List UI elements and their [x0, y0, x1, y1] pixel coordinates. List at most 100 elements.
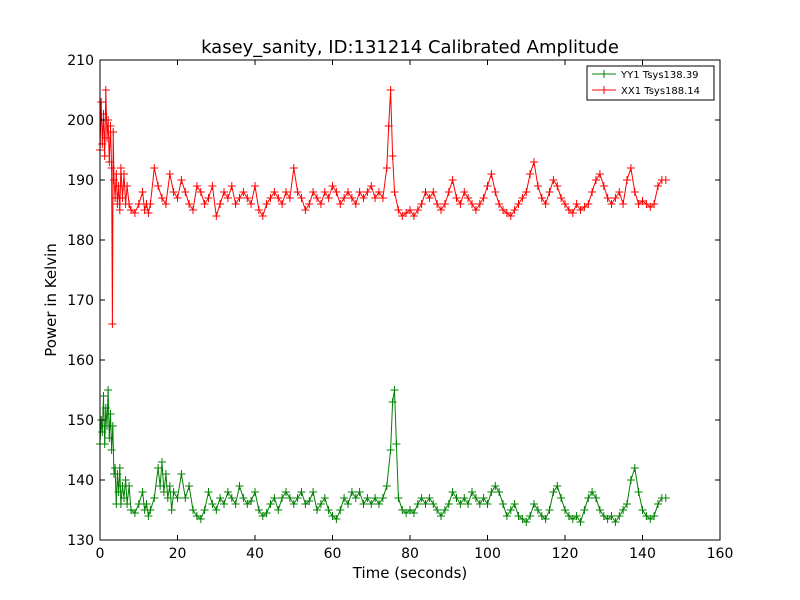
- data-point: [592, 494, 600, 502]
- data-point: [204, 488, 213, 496]
- data-point: [506, 212, 515, 220]
- data-point: [156, 482, 165, 490]
- data-point: [440, 506, 449, 514]
- y-tick-label: 130: [67, 533, 94, 549]
- data-point: [169, 488, 178, 496]
- data-point: [495, 488, 504, 496]
- data-point: [239, 188, 248, 196]
- data-point: [243, 194, 252, 202]
- data-point: [623, 176, 631, 184]
- data-point: [491, 482, 500, 490]
- legend-label-yy1: YY1 Tsys138.39: [620, 70, 699, 81]
- data-point: [109, 128, 118, 136]
- data-point: [371, 494, 380, 502]
- data-point: [572, 200, 581, 208]
- data-point: [584, 494, 593, 502]
- chart-title: kasey_sanity, ID:131214 Calibrated Ampli…: [201, 37, 619, 58]
- series-line-0: [99, 389, 666, 524]
- data-point: [227, 182, 236, 190]
- data-point: [371, 194, 380, 202]
- data-point: [282, 488, 290, 496]
- data-point: [167, 506, 176, 514]
- data-point: [347, 488, 356, 496]
- data-point: [588, 488, 597, 496]
- data-point: [231, 500, 240, 508]
- x-tick-label: 20: [169, 546, 187, 562]
- data-point: [545, 506, 554, 514]
- data-point: [456, 500, 465, 508]
- data-point: [499, 500, 507, 508]
- data-point: [619, 200, 628, 208]
- data-point: [231, 200, 240, 208]
- data-point: [274, 194, 283, 202]
- data-point: [204, 194, 213, 202]
- data-point: [130, 509, 139, 517]
- data-point: [355, 488, 364, 496]
- data-point: [340, 494, 349, 502]
- data-point: [588, 188, 597, 196]
- data-point: [592, 176, 600, 184]
- data-point: [316, 500, 325, 508]
- data-point: [266, 194, 275, 202]
- data-point: [150, 494, 159, 502]
- data-point: [471, 494, 480, 502]
- data-point: [561, 200, 569, 208]
- data-point: [344, 188, 352, 196]
- data-point: [522, 518, 531, 526]
- data-point: [502, 512, 511, 520]
- y-tick-label: 190: [67, 173, 94, 189]
- data-point: [251, 488, 259, 496]
- x-tick-label: 120: [552, 546, 579, 562]
- data-point: [239, 494, 248, 502]
- data-point: [192, 182, 201, 190]
- data-point: [208, 500, 217, 508]
- data-point: [522, 188, 531, 196]
- data-point: [305, 200, 314, 208]
- data-point: [165, 170, 174, 178]
- data-point: [549, 488, 558, 496]
- data-point: [196, 515, 205, 523]
- data-point: [444, 500, 453, 508]
- data-point: [324, 194, 333, 202]
- data-point: [553, 482, 562, 490]
- data-point: [100, 440, 109, 448]
- data-point: [661, 176, 670, 184]
- data-point: [452, 194, 461, 202]
- plot-frame: [99, 59, 721, 541]
- data-point: [375, 500, 383, 508]
- data-point: [320, 494, 329, 502]
- data-point: [104, 116, 113, 124]
- data-point: [262, 509, 271, 517]
- data-point: [437, 512, 445, 520]
- data-point: [154, 464, 163, 472]
- data-point: [553, 182, 562, 190]
- data-point: [99, 110, 108, 118]
- series-line-1: [99, 89, 666, 325]
- data-point: [654, 500, 662, 508]
- data-point: [580, 506, 589, 514]
- data-point: [101, 86, 110, 94]
- data-point: [146, 200, 155, 208]
- data-point: [468, 488, 476, 496]
- data-point: [105, 158, 114, 166]
- data-point: [421, 188, 430, 196]
- data-point: [97, 98, 106, 106]
- data-point: [134, 500, 143, 508]
- data-point: [464, 500, 473, 508]
- data-point: [634, 488, 643, 496]
- data-point: [456, 200, 465, 208]
- data-point: [101, 404, 110, 412]
- data-point: [116, 164, 125, 172]
- data-point: [595, 170, 604, 178]
- data-point: [375, 188, 383, 196]
- data-point: [278, 200, 287, 208]
- data-point: [293, 188, 302, 196]
- data-point: [394, 494, 403, 502]
- legend-entry-xx1: XX1 Tsys188.14: [592, 86, 700, 97]
- data-point: [382, 164, 391, 172]
- data-point: [297, 488, 306, 496]
- ticks-layer: 0 20 40 60 80 100 120 140 160 130 140 150 160 170 180 1…: [67, 53, 733, 562]
- data-point: [607, 512, 616, 520]
- data-point: [344, 500, 352, 508]
- data-point: [332, 188, 341, 196]
